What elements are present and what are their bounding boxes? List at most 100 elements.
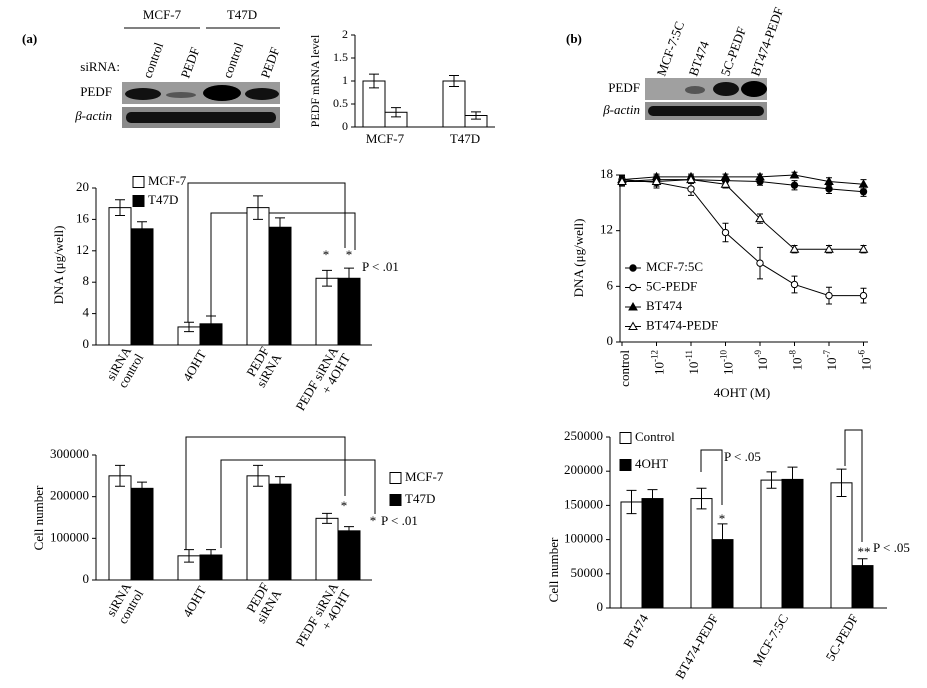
y-tick-label: 0 [342,119,348,133]
tick-exponent: -8 [788,350,798,358]
error-bar [206,315,216,333]
error-bar [322,512,332,524]
x-tick-label: T47D [450,131,480,146]
line [621,179,864,193]
blot-row [122,82,280,104]
error-bar [137,221,147,237]
marker [825,291,833,300]
y-axis-label: Cell number [31,485,46,550]
y-tick-label: 8 [83,273,90,288]
legend-label: T47D [148,192,178,207]
legend-label: BT474-PEDF [646,317,718,332]
band-label: PEDF [80,84,112,99]
tick-base: 10 [686,362,701,375]
bar [442,80,466,128]
y-tick-label: 6 [607,277,614,292]
y-tick-label: 20 [76,179,89,194]
chart: 0 0.5 1 1.5 2 PEDF mRNA level MCF-7 T47D [308,27,495,146]
legend-swatch [389,494,402,506]
row-label: siRNA: [80,59,120,74]
bar [620,501,643,609]
y-axis-label: PEDF mRNA level [308,34,322,127]
error-bar [137,481,147,496]
annotation: * [323,247,330,262]
x-tick-label: 10-8 [788,350,805,371]
line [621,179,864,297]
y-tick-label: 0.5 [333,96,348,110]
tick-exponent: -11 [684,350,694,362]
y-tick-label: 16 [76,210,90,225]
y-tick-label: 12 [600,222,613,237]
bar [830,482,853,609]
y-tick-label: 18 [600,166,613,181]
annotation: P < .05 [873,540,910,555]
error-bar [696,487,707,510]
y-tick-label: 200000 [50,488,89,503]
error-bar [184,549,194,563]
band [166,92,196,98]
error-bar [857,558,868,573]
cell-line-label: T47D [227,7,257,22]
annotation: * [719,511,726,526]
band-label: β-actin [602,102,640,117]
error-bar [836,468,847,498]
tick-base: 10 [824,358,839,371]
x-axis-label: 4OHT (M) [714,385,770,400]
legend-swatch [389,472,402,484]
x-tick-label: MCF-7 [366,131,405,146]
y-tick-label: 0 [83,336,90,351]
y-tick-label: 2 [342,27,348,41]
error-bar [275,476,285,493]
tick-exponent: -6 [857,350,867,358]
legend-label: BT474 [646,298,683,313]
bracket [185,436,346,550]
legend-swatch [132,176,145,188]
panel-label: (b) [566,31,582,46]
marker [755,171,765,181]
legend-swatch [132,195,145,207]
bar [108,475,132,581]
error-bar [115,199,125,216]
x-tick-label: control [617,350,632,387]
y-tick-label: 100000 [50,529,89,544]
x-tick-label: 10-6 [857,350,874,371]
tick-exponent: -9 [753,350,763,358]
legend-swatch [619,459,632,471]
bar [130,228,154,346]
annotation: P < .01 [381,513,418,528]
blot-b: MCF-7:5C BT474 5C-PEDF BT474-PEDF PEDF β… [602,5,786,120]
band [125,88,161,100]
line [622,179,864,250]
bar [130,487,154,581]
error-bar [471,111,481,120]
error-bar [184,321,194,333]
bar [246,207,270,346]
marker [755,213,765,223]
marker [756,259,764,267]
marker [720,179,731,188]
error-bar [344,267,354,289]
blot-row [645,78,767,100]
bar [760,479,783,609]
bar [268,226,292,346]
marker [651,176,662,185]
bar [268,483,292,581]
error-bar [369,73,379,89]
band [741,81,767,97]
marker [617,176,627,185]
cell-line-label: MCF-7 [143,7,182,22]
marker [858,244,869,253]
marker [721,228,730,237]
x-tick-label: 10-9 [753,350,770,371]
tick-base: 10 [651,362,666,375]
tick-exponent: -12 [650,350,660,362]
legend-label: Control [635,429,675,444]
marker [859,291,868,300]
y-tick-label: 200000 [564,462,603,477]
legend-label: T47D [405,491,435,506]
error-bar [322,269,332,287]
y-axis-label: Cell number [546,537,561,602]
x-tick-label: 10-12 [650,350,667,375]
marker [858,179,869,188]
